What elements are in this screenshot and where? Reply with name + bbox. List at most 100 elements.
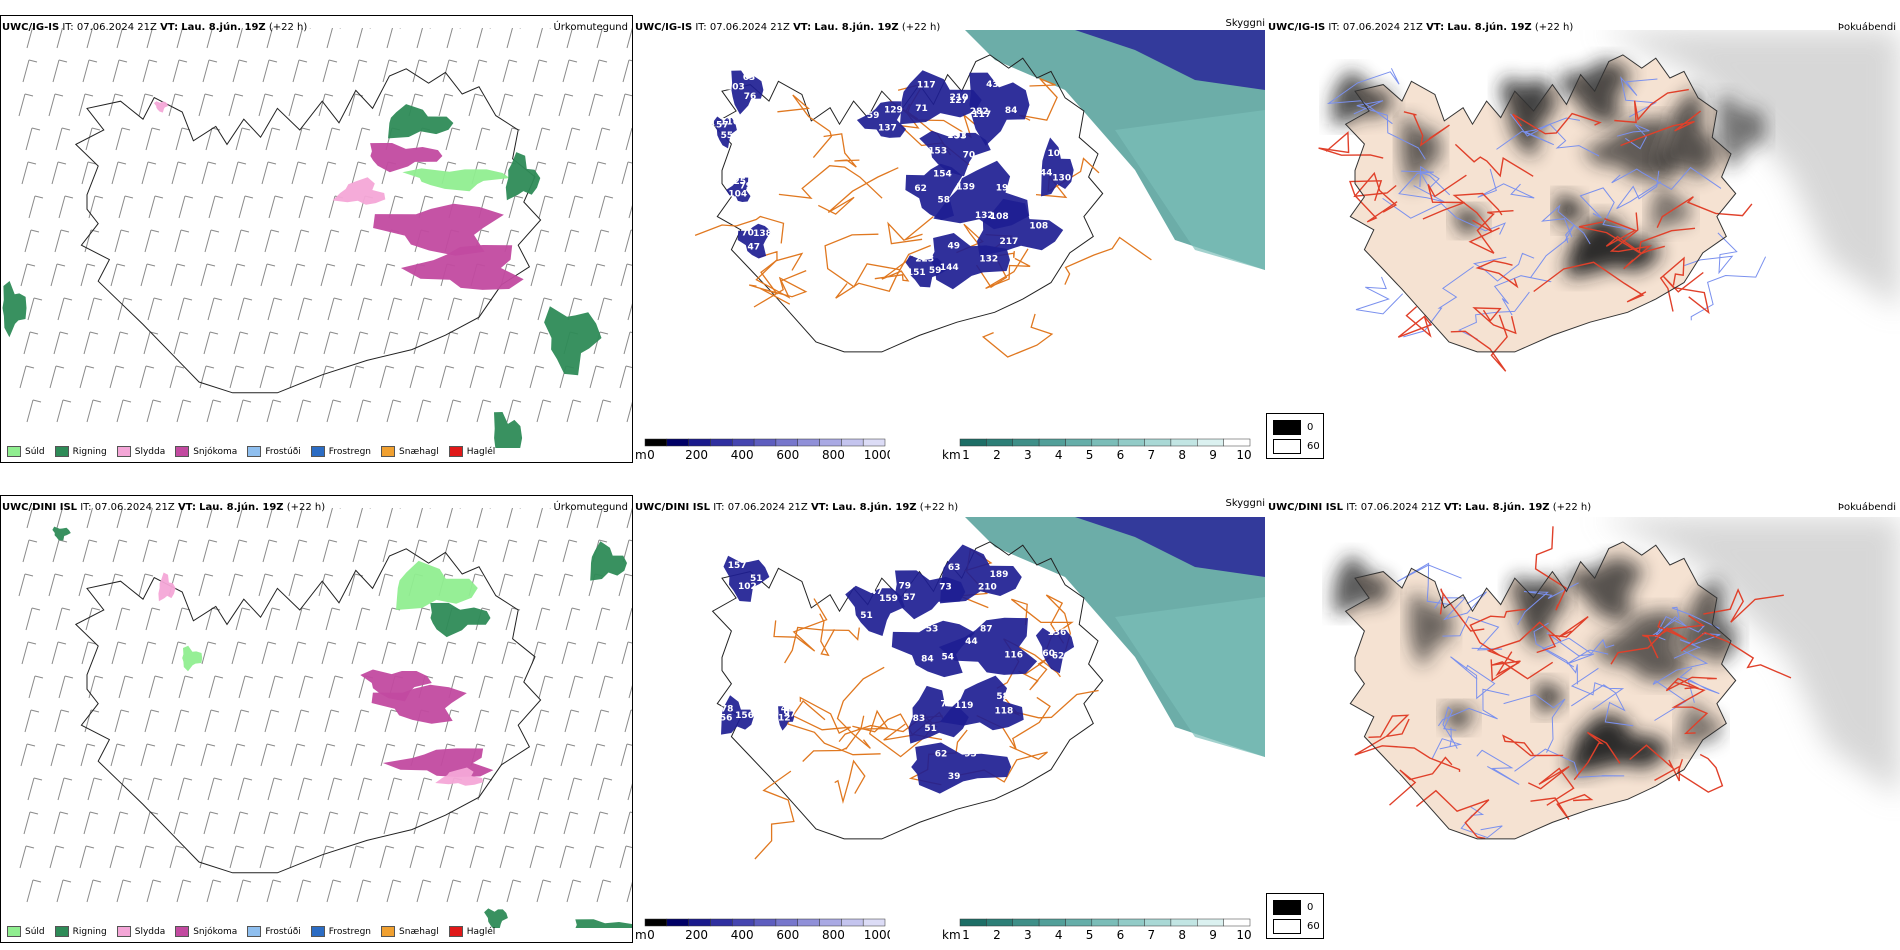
wind-barb: [170, 263, 178, 287]
wind-barb-flag: [212, 879, 222, 883]
wind-barb-flag: [294, 93, 304, 97]
cloud-base-label: 103: [726, 82, 745, 92]
wind-barb-flag: [324, 573, 334, 577]
wind-barb: [501, 161, 509, 185]
wind-barb: [79, 845, 87, 869]
road: [777, 94, 833, 159]
river: [1472, 252, 1535, 282]
road: [1439, 588, 1485, 632]
wind-barb-flag: [392, 399, 402, 403]
wind-barb: [618, 573, 626, 597]
wind-barb: [147, 777, 155, 801]
wind-barb: [109, 845, 117, 869]
road: [786, 700, 881, 756]
wind-barb: [384, 709, 392, 733]
wind-barb: [355, 127, 363, 151]
wind-barb-flag: [57, 641, 67, 645]
road: [1368, 714, 1410, 738]
wind-barb-flag: [507, 641, 517, 645]
wind-barb-flag: [27, 641, 37, 645]
cloud-map: 1895747544458516251564862637351531161197…: [711, 517, 1265, 860]
colorbar-cell: [1144, 438, 1172, 447]
wind-barb-flag: [542, 879, 552, 883]
wind-barb: [536, 399, 544, 423]
wind-barb: [416, 879, 424, 903]
wind-barb: [48, 93, 56, 117]
fog-area: [1499, 75, 1557, 158]
wind-barb-flag: [183, 297, 193, 301]
wind-barb-flag: [147, 641, 157, 645]
wind-barb: [111, 641, 119, 665]
fog-swatch-0: [1273, 900, 1301, 915]
wind-barb-flag: [241, 127, 251, 131]
colorbar-tick: 1000: [864, 448, 890, 462]
river: [1442, 706, 1458, 749]
wind-barb-flag: [423, 777, 433, 781]
wind-barb-flag: [273, 777, 283, 781]
wind-barb-flag: [627, 161, 632, 164]
wind-barb: [49, 365, 57, 389]
wind-barb: [201, 161, 209, 185]
wind-barb-flag: [146, 263, 156, 267]
wind-barb-flag: [235, 845, 245, 849]
colorbar-tick: 800: [822, 928, 845, 942]
wind-barb: [595, 607, 603, 631]
road: [835, 244, 931, 299]
cloud-base-label: 59: [929, 266, 942, 276]
wind-barb: [567, 297, 575, 321]
wind-barb-flag: [328, 59, 338, 63]
wind-barb-flag: [414, 93, 424, 97]
wind-barb: [204, 709, 212, 733]
wind-barb: [290, 743, 298, 767]
wind-barb-flag: [268, 59, 278, 63]
cloud-base-label: 59: [867, 111, 880, 121]
colorbar-cell: [862, 918, 886, 927]
fog-sea-area: [1598, 30, 1900, 310]
wind-barb: [116, 399, 124, 423]
colorbar-tick: 9: [1209, 448, 1217, 462]
wind-barb: [288, 93, 296, 117]
wind-barb: [564, 229, 572, 253]
wind-barb-flag: [506, 743, 516, 747]
wind-barb-flag: [298, 59, 308, 63]
cloud-base-label: 112: [772, 714, 791, 724]
wind-barb-flag: [394, 195, 404, 199]
row-1: Súld Rigning Slydda Snjókoma Frostúði Frostre…: [0, 15, 1900, 463]
river: [1382, 197, 1506, 235]
wind-barb-flag: [301, 127, 311, 131]
wind-barb: [413, 331, 421, 355]
wind-barb: [198, 93, 206, 117]
wind-barb: [438, 93, 446, 117]
road: [1703, 588, 1784, 623]
road: [754, 770, 795, 860]
wind-barb: [588, 93, 596, 117]
wind-barb: [142, 59, 150, 83]
wind-barb: [384, 229, 392, 253]
wind-barb: [566, 508, 573, 529]
wind-barb-flag: [386, 743, 396, 747]
wind-barb-flag: [448, 539, 458, 543]
road-network: [1318, 88, 1753, 372]
iceland-outline: [711, 541, 1104, 840]
wind-barb-flag: [294, 573, 304, 577]
wind-barb: [356, 879, 364, 903]
wind-barb: [81, 641, 89, 665]
precip-areas: [52, 526, 632, 928]
cloud-panel: 210 117 151 58 59 196 217 49 59 44 63 55 70 79 71 43 70 6…: [635, 30, 1265, 430]
iceland-outline: [1344, 541, 1737, 840]
wind-barb-flag: [122, 399, 132, 403]
wind-barb-flag: [392, 879, 402, 883]
wind-barb: [533, 331, 541, 355]
wind-barb: [474, 709, 482, 733]
wind-barb: [291, 641, 299, 665]
wind-barb: [318, 573, 326, 597]
wind-barb: [264, 709, 272, 733]
wind-barb: [506, 879, 514, 903]
wind-barb: [589, 365, 597, 389]
precip-areas: [2, 101, 602, 448]
wind-barb: [596, 508, 603, 529]
wind-barb: [558, 573, 566, 597]
cloud-base-area: [726, 177, 751, 202]
wind-barb-flag: [32, 399, 42, 403]
visibility-areas: [965, 30, 1265, 270]
